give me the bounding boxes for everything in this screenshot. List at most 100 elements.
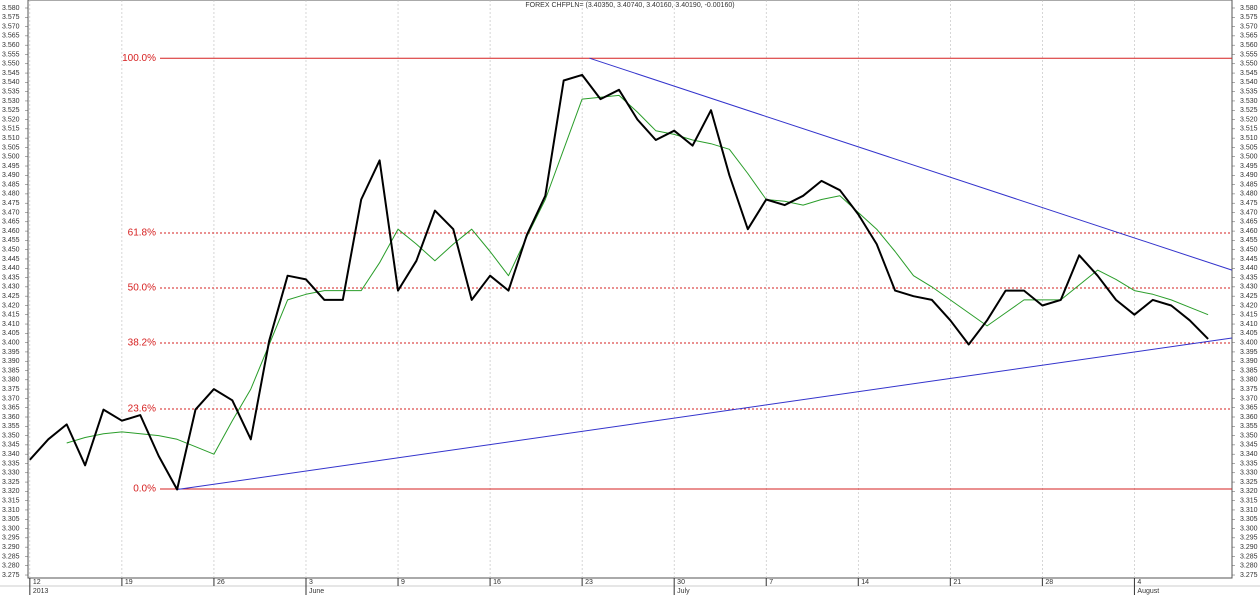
y-tick-label: 3.415: [1240, 312, 1258, 319]
y-tick-label: 3.515: [1240, 126, 1258, 133]
y-tick-label: 3.380: [1240, 377, 1258, 384]
y-tick-label: 3.475: [2, 200, 20, 207]
y-tick-label: 3.285: [1240, 553, 1258, 560]
x-tick-label: 30: [677, 579, 685, 586]
y-tick-label: 3.280: [2, 563, 20, 570]
y-tick-label: 3.425: [2, 293, 20, 300]
y-tick-label: 3.300: [2, 525, 20, 532]
y-tick-label: 3.550: [1240, 61, 1258, 68]
y-tick-label: 3.530: [1240, 98, 1258, 105]
y-tick-label: 3.370: [2, 395, 20, 402]
y-tick-label: 3.560: [1240, 42, 1258, 49]
y-tick-label: 3.300: [1240, 525, 1258, 532]
y-tick-label: 3.435: [1240, 274, 1258, 281]
y-tick-label: 3.405: [2, 330, 20, 337]
fib-label: 50.0%: [128, 283, 156, 294]
y-tick-label: 3.545: [1240, 70, 1258, 77]
fib-label: 100.0%: [122, 53, 156, 64]
y-tick-label: 3.565: [2, 33, 20, 40]
y-tick-label: 3.290: [2, 544, 20, 551]
month-label: July: [677, 588, 690, 595]
y-tick-label: 3.345: [1240, 442, 1258, 449]
y-tick-label: 3.310: [2, 507, 20, 514]
y-tick-label: 3.370: [1240, 395, 1258, 402]
trend-line: [177, 337, 1233, 491]
x-tick-label: 14: [861, 579, 869, 586]
y-tick-label: 3.385: [1240, 367, 1258, 374]
y-tick-label: 3.540: [1240, 79, 1258, 86]
y-tick-label: 3.500: [1240, 154, 1258, 161]
y-tick-label: 3.335: [1240, 460, 1258, 467]
y-tick-label: 3.580: [1240, 5, 1258, 12]
y-tick-label: 3.365: [2, 405, 20, 412]
y-tick-label: 3.365: [1240, 405, 1258, 412]
y-tick-label: 3.570: [1240, 23, 1258, 30]
y-tick-label: 3.330: [1240, 470, 1258, 477]
y-tick-label: 3.350: [2, 432, 20, 439]
x-tick-label: 3: [309, 579, 313, 586]
y-tick-label: 3.320: [2, 488, 20, 495]
y-tick-label: 3.395: [1240, 349, 1258, 356]
y-tick-label: 3.445: [1240, 256, 1258, 263]
y-tick-label: 3.330: [2, 470, 20, 477]
y-tick-label: 3.495: [2, 163, 20, 170]
y-tick-label: 3.510: [1240, 135, 1258, 142]
y-tick-label: 3.280: [1240, 563, 1258, 570]
y-tick-label: 3.315: [1240, 498, 1258, 505]
moving-average-line: [66, 94, 1209, 455]
y-tick-label: 3.425: [1240, 293, 1258, 300]
y-tick-label: 3.355: [1240, 423, 1258, 430]
trend-line: [589, 57, 1233, 271]
y-tick-label: 3.450: [2, 247, 20, 254]
x-tick-label: 12: [33, 579, 41, 586]
y-tick-label: 3.500: [2, 154, 20, 161]
y-tick-label: 3.480: [1240, 191, 1258, 198]
y-tick-label: 3.310: [1240, 507, 1258, 514]
y-tick-label: 3.490: [1240, 172, 1258, 179]
y-tick-label: 3.290: [1240, 544, 1258, 551]
y-tick-label: 3.325: [2, 479, 20, 486]
y-tick-label: 3.305: [2, 516, 20, 523]
y-tick-label: 3.355: [2, 423, 20, 430]
y-tick-label: 3.535: [1240, 88, 1258, 95]
y-tick-label: 3.530: [2, 98, 20, 105]
y-tick-label: 3.375: [1240, 386, 1258, 393]
y-tick-label: 3.295: [1240, 535, 1258, 542]
y-tick-label: 3.320: [1240, 488, 1258, 495]
y-tick-label: 3.555: [1240, 51, 1258, 58]
x-tick-label: 21: [953, 579, 961, 586]
x-tick-label: 28: [1045, 579, 1053, 586]
y-tick-label: 3.470: [1240, 209, 1258, 216]
y-tick-label: 3.520: [1240, 116, 1258, 123]
y-tick-label: 3.575: [1240, 14, 1258, 21]
y-tick-label: 3.525: [2, 107, 20, 114]
y-tick-label: 3.345: [2, 442, 20, 449]
y-tick-label: 3.550: [2, 61, 20, 68]
y-tick-label: 3.485: [2, 181, 20, 188]
y-tick-label: 3.350: [1240, 432, 1258, 439]
y-tick-label: 3.340: [1240, 451, 1258, 458]
chart-title: FOREX CHFPLN= (3.40350, 3.40740, 3.40160…: [525, 2, 734, 9]
y-tick-label: 3.325: [1240, 479, 1258, 486]
plot-frame: [27, 0, 1233, 579]
month-label: June: [309, 588, 324, 595]
y-tick-label: 3.360: [1240, 414, 1258, 421]
y-tick-label: 3.430: [2, 284, 20, 291]
y-tick-label: 3.410: [1240, 321, 1258, 328]
y-tick-label: 3.385: [2, 367, 20, 374]
y-tick-label: 3.465: [1240, 219, 1258, 226]
y-tick-label: 3.440: [1240, 265, 1258, 272]
fib-label: 38.2%: [128, 338, 156, 349]
y-tick-label: 3.360: [2, 414, 20, 421]
month-label: 2013: [33, 588, 49, 595]
y-tick-label: 3.430: [1240, 284, 1258, 291]
y-tick-label: 3.565: [1240, 33, 1258, 40]
y-tick-label: 3.420: [1240, 302, 1258, 309]
fib-label: 61.8%: [128, 228, 156, 239]
y-tick-label: 3.435: [2, 274, 20, 281]
y-tick-label: 3.375: [2, 386, 20, 393]
y-tick-label: 3.540: [2, 79, 20, 86]
y-tick-label: 3.420: [2, 302, 20, 309]
